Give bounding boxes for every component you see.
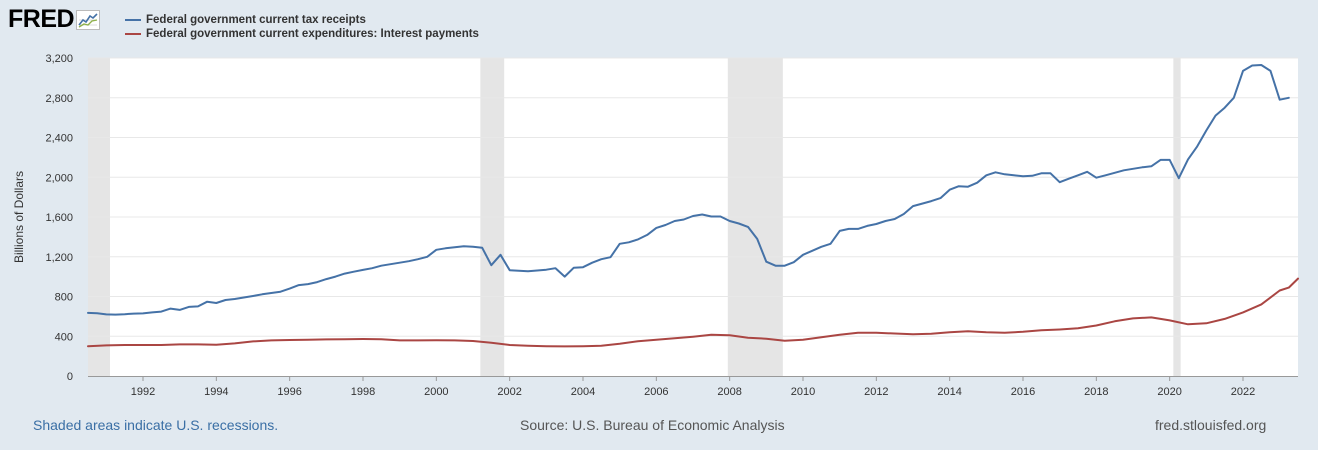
x-tick-label: 2018 (1084, 386, 1108, 398)
legend-item-tax-receipts[interactable]: Federal government current tax receipts (125, 13, 479, 27)
recession-note: Shaded areas indicate U.S. recessions. (33, 417, 279, 433)
x-tick-label: 2010 (791, 386, 815, 398)
y-tick-label: 800 (55, 292, 73, 304)
y-tick-label: 1,200 (45, 252, 73, 264)
x-tick-label: 2016 (1011, 386, 1035, 398)
y-tick-label: 2,400 (45, 133, 73, 145)
x-tick-label: 2000 (424, 386, 448, 398)
series-layer (87, 64, 1299, 348)
y-tick-label: 400 (55, 331, 73, 343)
axis-layer: 0 400 800 1,200 1,600 2,000 2,400 2,800 3,200 199… (45, 53, 1298, 398)
legend-item-interest-payments[interactable]: Federal government current expenditures:… (125, 27, 479, 41)
x-tick-label: 1996 (277, 386, 301, 398)
legend-swatch-tax-receipts (125, 19, 141, 21)
legend-label-tax-receipts: Federal government current tax receipts (146, 14, 366, 26)
legend-swatch-interest-payments (125, 33, 141, 35)
site-link[interactable]: fred.stlouisfed.org (1155, 417, 1267, 433)
fred-logo[interactable]: FRED (8, 5, 101, 33)
source-note: Source: U.S. Bureau of Economic Analysis (520, 417, 785, 433)
fred-logo-text: FRED (8, 5, 75, 33)
fred-graph-icon (76, 9, 101, 30)
gridline-layer (88, 57, 1298, 337)
x-tick-label: 1998 (351, 386, 375, 398)
y-tick-label: 3,200 (45, 53, 73, 65)
series-line-interest-payments (87, 277, 1299, 348)
legend-label-interest-payments: Federal government current expenditures:… (146, 28, 479, 40)
x-tick-label: 2014 (937, 386, 961, 398)
x-tick-label: 2004 (571, 386, 595, 398)
chart-header: FRED Federal government current tax rece… (0, 0, 1318, 46)
x-tick-label: 1992 (131, 386, 155, 398)
y-tick-label: 2,000 (45, 172, 73, 184)
x-tick-label: 2006 (644, 386, 668, 398)
chart-legend: Federal government current tax receipts … (125, 13, 479, 41)
x-tick-label: 2002 (497, 386, 521, 398)
y-axis-label: Billions of Dollars (12, 170, 26, 264)
x-tick-label: 2008 (717, 386, 741, 398)
x-tick-label: 2012 (864, 386, 888, 398)
x-tick-label: 1994 (204, 386, 228, 398)
y-tick-label: 1,600 (45, 212, 73, 224)
x-tick-label: 2020 (1157, 386, 1181, 398)
y-tick-label: 0 (67, 371, 73, 383)
y-tick-label: 2,800 (45, 93, 73, 105)
x-tick-label: 2022 (1231, 386, 1255, 398)
series-line-tax-receipts (87, 64, 1290, 316)
